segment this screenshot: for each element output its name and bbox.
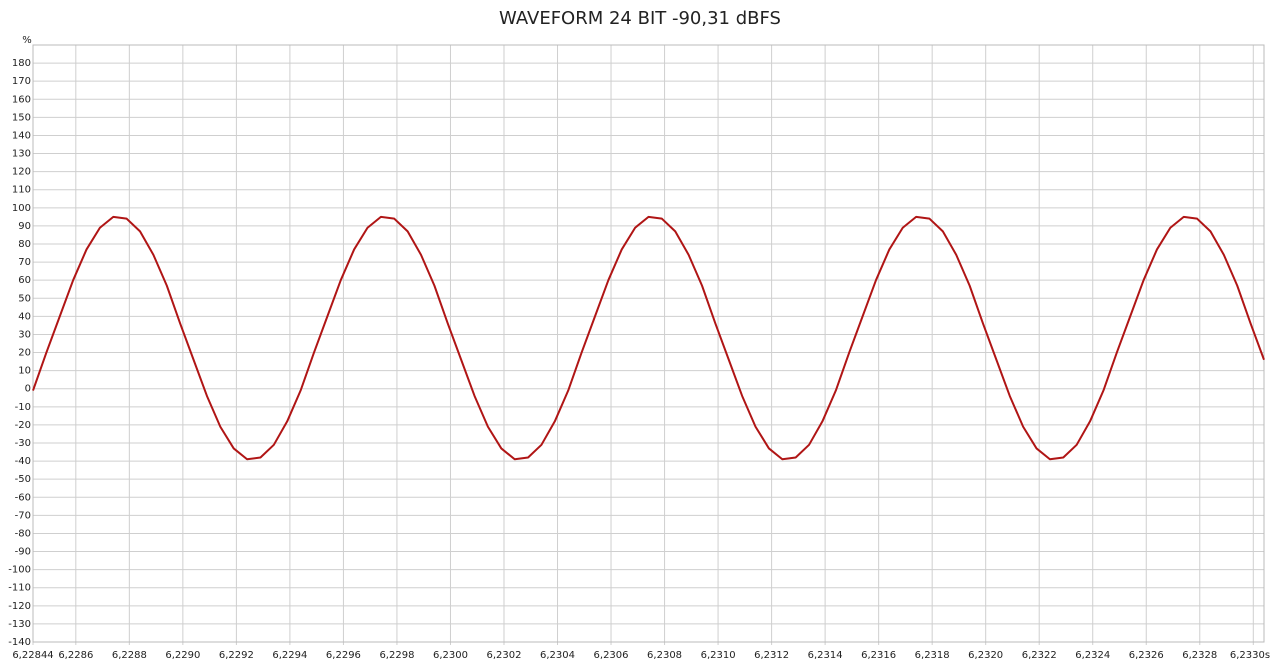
y-tick-label: 150	[12, 112, 31, 123]
y-tick-label: -130	[8, 619, 31, 630]
x-tick-label: 6,2318	[915, 650, 950, 661]
y-tick-label: -50	[15, 474, 31, 485]
y-tick-label: 60	[18, 275, 31, 286]
y-tick-label: 130	[12, 149, 31, 160]
y-tick-label: -60	[15, 492, 31, 503]
y-tick-label: -10	[15, 402, 31, 413]
y-axis-label: %	[22, 35, 32, 46]
y-tick-label: 40	[18, 311, 31, 322]
x-tick-label: 6,2324	[1075, 650, 1110, 661]
y-tick-label: 70	[18, 257, 31, 268]
x-tick-label: 6,2328	[1182, 650, 1217, 661]
x-tick-label: 6,2292	[219, 650, 254, 661]
y-tick-label: 160	[12, 94, 31, 105]
x-tick-label: 6,2296	[326, 650, 361, 661]
y-tick-label: -120	[8, 601, 31, 612]
y-tick-label: 120	[12, 167, 31, 178]
x-tick-label: 6,2322	[1022, 650, 1057, 661]
x-tick-label: 6,22844	[12, 650, 53, 661]
x-tick-label: 6,2304	[540, 650, 575, 661]
line	[32, 215, 1265, 461]
x-tick-label: 6,2298	[379, 650, 414, 661]
x-tick-label: 6,2300	[433, 650, 468, 661]
y-tick-label: -90	[15, 547, 31, 558]
y-tick-label: -70	[15, 510, 31, 521]
chart-title: WAVEFORM 24 BIT -90,31 dBFS	[499, 8, 781, 29]
y-tick-label: 30	[18, 329, 31, 340]
x-tick-label: 6,2330s	[1230, 650, 1270, 661]
x-tick-label: 6,2312	[754, 650, 789, 661]
x-tick-label: 6,2294	[272, 650, 307, 661]
y-tick-label: -40	[15, 456, 31, 467]
x-tick-label: 6,2316	[861, 650, 896, 661]
x-tick-label: 6,2290	[165, 650, 200, 661]
y-tick-label: 180	[12, 58, 31, 69]
y-tick-label: 10	[18, 366, 31, 377]
y-tick-label: 90	[18, 221, 31, 232]
x-tick-label: 6,2310	[701, 650, 736, 661]
y-tick-label: 140	[12, 130, 31, 141]
y-tick-label: -30	[15, 438, 31, 449]
x-tick-label: 6,2286	[58, 650, 93, 661]
x-tick-label: 6,2326	[1129, 650, 1164, 661]
y-tick-label: 170	[12, 76, 31, 87]
x-tick-label: 6,2288	[112, 650, 147, 661]
x-tick-label: 6,2314	[808, 650, 843, 661]
y-tick-label: -110	[8, 583, 31, 594]
x-tick-label: 6,2308	[647, 650, 682, 661]
y-tick-label: 80	[18, 239, 31, 250]
y-tick-label: 110	[12, 185, 31, 196]
y-tick-label: -100	[8, 565, 31, 576]
y-tick-label: -140	[8, 637, 31, 648]
x-tick-label: 6,2320	[968, 650, 1003, 661]
plot-frame	[32, 44, 1265, 643]
y-tick-label: -20	[15, 420, 31, 431]
y-tick-label: 20	[18, 348, 31, 359]
x-tick-label: 6,2306	[594, 650, 629, 661]
y-tick-label: 50	[18, 293, 31, 304]
y-tick-label: 0	[25, 384, 31, 395]
y-tick-label: 100	[12, 203, 31, 214]
y-tick-label: -80	[15, 528, 31, 539]
x-tick-label: 6,2302	[486, 650, 521, 661]
